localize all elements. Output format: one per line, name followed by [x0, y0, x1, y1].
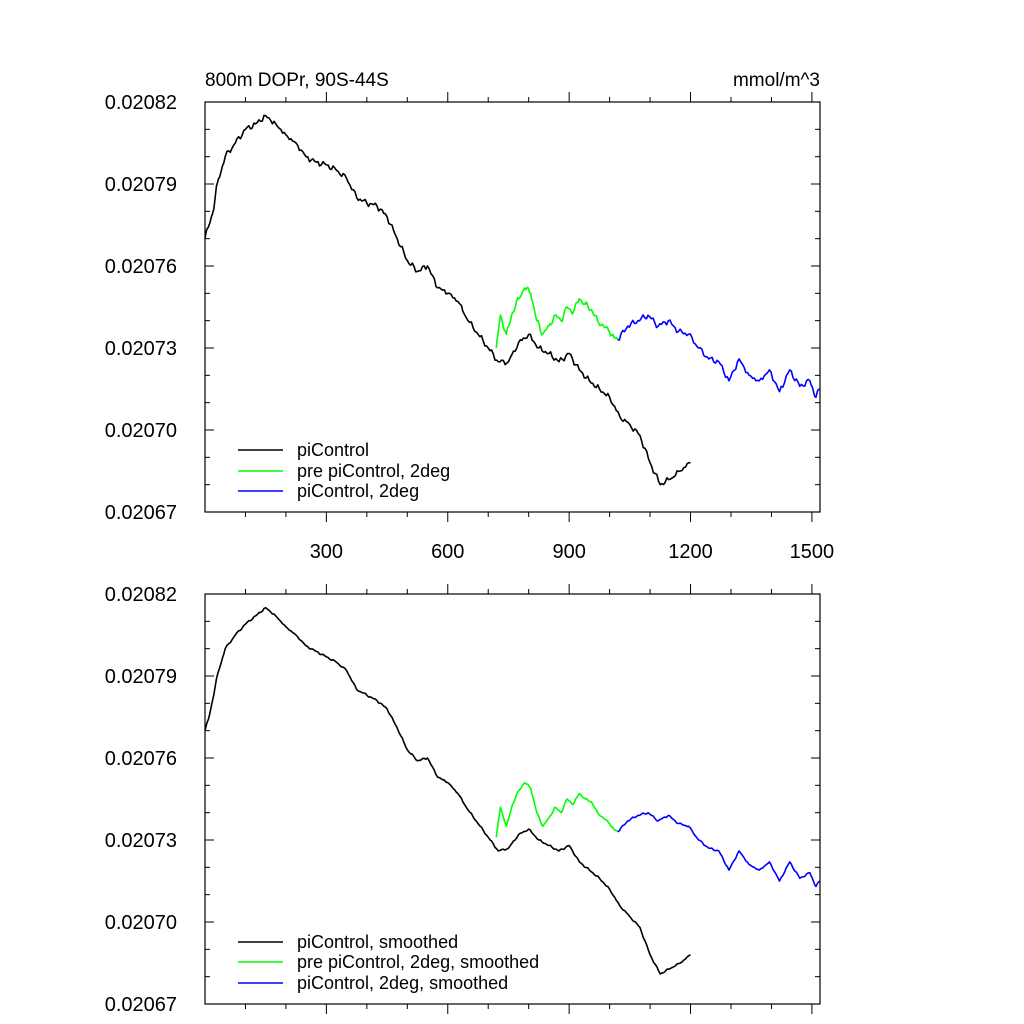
- bottom-panel-ticks: 0.02082 0.02079 0.02076 0.02073 0.02070 0.020…: [105, 584, 820, 1016]
- top-panel-frame: [204, 101, 821, 513]
- top-panel-ticks: 0.02082 0.02079 0.02076 0.02073 0.02070 0.020…: [105, 92, 834, 563]
- x-tick-label: 300: [310, 541, 343, 563]
- y-tick-label: 0.02076: [105, 256, 177, 278]
- bottom-panel-series: [204, 606, 821, 975]
- series-line-pre-picontrol-2deg-smoothed: [495, 781, 619, 838]
- series-line-picontrol-2deg-smoothed: [617, 811, 821, 888]
- x-tick-label: 900: [552, 541, 585, 563]
- y-tick-label: 0.02067: [105, 502, 177, 524]
- legend-label-pre-piControl-2deg: pre piControl, 2deg: [297, 461, 450, 481]
- x-tick-label: 600: [431, 541, 464, 563]
- legend-label-piControl-2deg: piControl, 2deg: [297, 481, 419, 501]
- x-tick-label: 1200: [668, 541, 713, 563]
- series-line-picontrol-smoothed: [204, 606, 691, 975]
- top-panel-units: mmol/m^3: [733, 70, 820, 91]
- x-tick-label: 1500: [790, 541, 835, 563]
- bottom-panel: 0.02082 0.02079 0.02076 0.02073 0.02070 0.020…: [105, 584, 821, 1016]
- y-tick-label: 0.02079: [105, 666, 177, 688]
- y-tick-label: 0.02076: [105, 748, 177, 770]
- legend-label-pre-piControl-2deg-smoothed: pre piControl, 2deg, smoothed: [297, 952, 539, 972]
- y-tick-label: 0.02073: [105, 338, 177, 360]
- y-tick-label: 0.02082: [105, 92, 177, 114]
- y-tick-label: 0.02073: [105, 830, 177, 852]
- legend-label-piControl: piControl: [297, 440, 369, 460]
- y-tick-label: 0.02079: [105, 174, 177, 196]
- y-tick-label: 0.02070: [105, 912, 177, 934]
- y-tick-label: 0.02070: [105, 420, 177, 442]
- top-panel-legend: piControl pre piControl, 2deg piControl,…: [238, 440, 450, 501]
- top-panel: 800m DOPr, 90S-44S mmol/m^3 0.020820.020…: [105, 70, 834, 563]
- series-line-picontrol-2deg: [617, 314, 821, 399]
- legend-label-piControl-2deg-smoothed: piControl, 2deg, smoothed: [297, 973, 508, 993]
- legend-label-piControl-smoothed: piControl, smoothed: [297, 932, 458, 952]
- series-line-picontrol: [204, 114, 691, 486]
- series-line-pre-picontrol-2deg: [495, 286, 619, 349]
- bottom-panel-frame: [204, 593, 821, 1005]
- top-panel-series: [204, 114, 821, 486]
- y-tick-label: 0.02067: [105, 994, 177, 1016]
- top-panel-title: 800m DOPr, 90S-44S: [205, 70, 389, 91]
- y-tick-label: 0.02082: [105, 584, 177, 606]
- bottom-panel-legend: piControl, smoothed pre piControl, 2deg,…: [238, 932, 539, 993]
